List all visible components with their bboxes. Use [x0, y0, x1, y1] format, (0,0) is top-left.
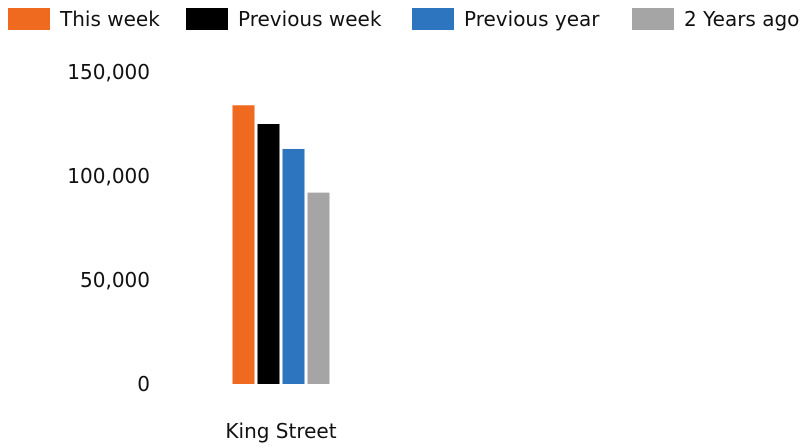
- legend-label-previous-week: Previous week: [238, 7, 382, 31]
- legend: This week Previous week Previous year 2 …: [0, 4, 809, 34]
- y-tick-label: 50,000: [80, 268, 150, 292]
- legend-item-this-week: This week: [8, 4, 160, 34]
- legend-item-2-years-ago: 2 Years ago: [632, 4, 799, 34]
- legend-item-previous-year: Previous year: [412, 4, 600, 34]
- bar-this-week: [232, 105, 255, 384]
- x-category-label: King Street: [225, 419, 336, 443]
- legend-swatch-previous-year: [412, 8, 454, 30]
- bar-2-years-ago: [307, 192, 330, 384]
- y-tick-label: 100,000: [67, 164, 150, 188]
- y-tick-label: 150,000: [67, 60, 150, 84]
- legend-item-previous-week: Previous week: [186, 4, 381, 34]
- legend-swatch-this-week: [8, 8, 50, 30]
- legend-swatch-2-years-ago: [632, 8, 674, 30]
- legend-label-previous-year: Previous year: [464, 7, 600, 31]
- legend-swatch-previous-week: [186, 8, 228, 30]
- bar-previous-week: [257, 124, 280, 384]
- legend-label-2-years-ago: 2 Years ago: [684, 7, 800, 31]
- legend-label-this-week: This week: [60, 7, 160, 31]
- bar-previous-year: [282, 148, 305, 384]
- y-tick-label: 0: [137, 372, 150, 396]
